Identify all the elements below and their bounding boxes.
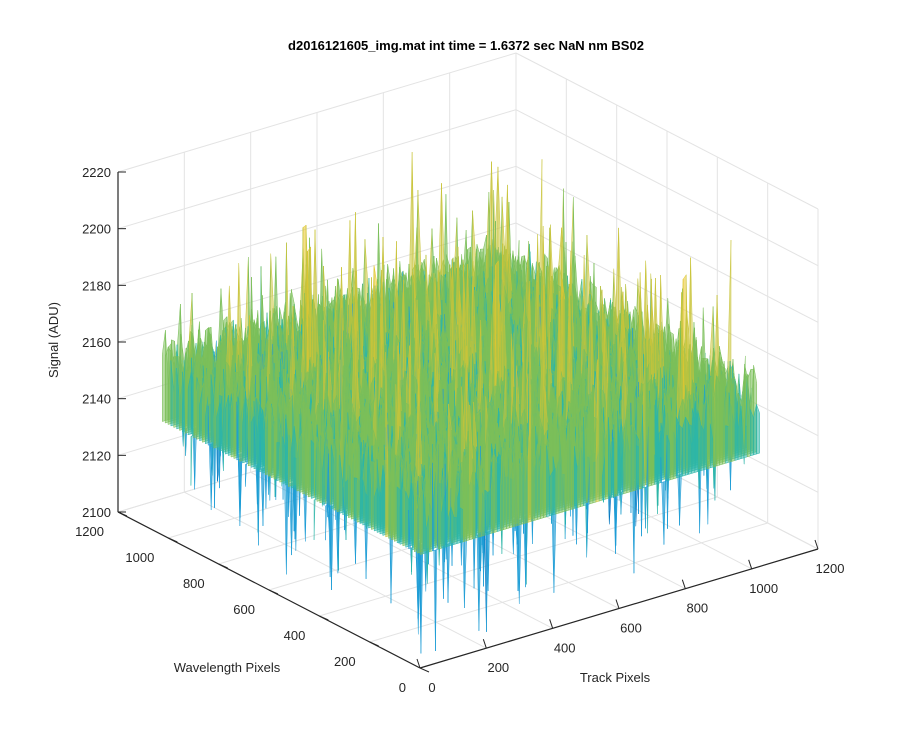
grid-line bbox=[515, 52, 819, 210]
grid-line bbox=[117, 222, 517, 343]
grid-line bbox=[117, 52, 517, 173]
grid-line bbox=[515, 165, 819, 323]
grid-line bbox=[117, 165, 517, 286]
grid-line bbox=[117, 109, 517, 230]
grid-line bbox=[515, 109, 819, 267]
surface bbox=[162, 152, 760, 654]
